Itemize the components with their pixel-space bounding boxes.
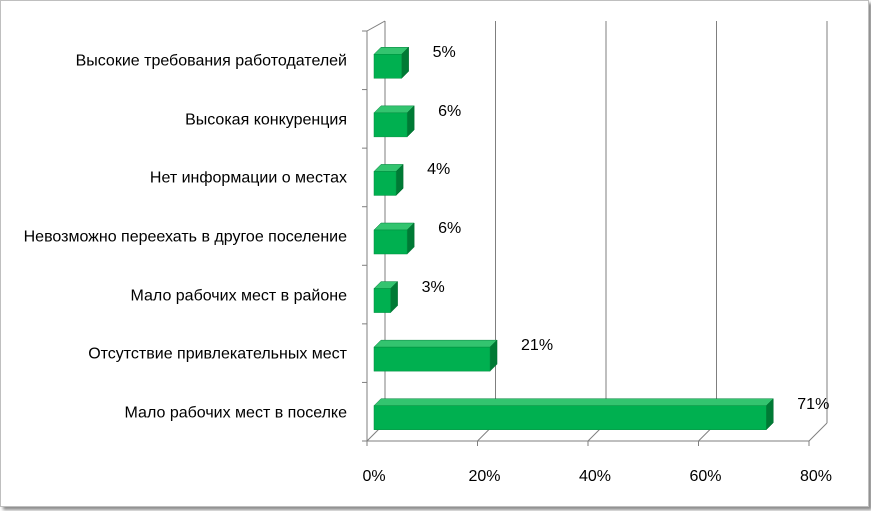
category-label: Невозможно переехать в другое поселение <box>23 228 347 246</box>
data-label: 6% <box>438 102 462 120</box>
data-label: 5% <box>432 44 456 62</box>
bar <box>373 112 408 138</box>
data-label: 4% <box>427 161 451 179</box>
x-tick-label: 80% <box>799 468 833 485</box>
left-wall-top <box>366 20 386 32</box>
category-label: Мало рабочих мест в поселке <box>124 404 347 422</box>
category-label: Нет информации о местах <box>149 169 347 187</box>
bar <box>373 346 491 372</box>
bar <box>373 229 408 255</box>
x-tick-label: 40% <box>578 468 612 485</box>
bar <box>373 288 391 313</box>
data-label: 21% <box>521 337 554 355</box>
category-label: Мало рабочих мест в районе <box>130 287 347 305</box>
data-label: 6% <box>438 220 462 237</box>
x-tick-label: 20% <box>468 468 501 485</box>
floor-gridline <box>808 422 828 442</box>
category-label: Высокая конкуренция <box>185 111 347 129</box>
bar-top <box>373 398 774 406</box>
data-label: 71% <box>797 395 830 413</box>
bar <box>373 171 397 196</box>
x-tick-label: 0% <box>362 468 386 485</box>
bar <box>373 54 402 79</box>
x-tick-label: 60% <box>689 468 722 485</box>
data-label: 3% <box>421 278 445 296</box>
bar <box>373 405 767 430</box>
category-label: Высокие требования работодателей <box>75 52 347 70</box>
bar-top <box>373 339 498 348</box>
category-label: Отсутствие привлекательных мест <box>88 345 347 363</box>
